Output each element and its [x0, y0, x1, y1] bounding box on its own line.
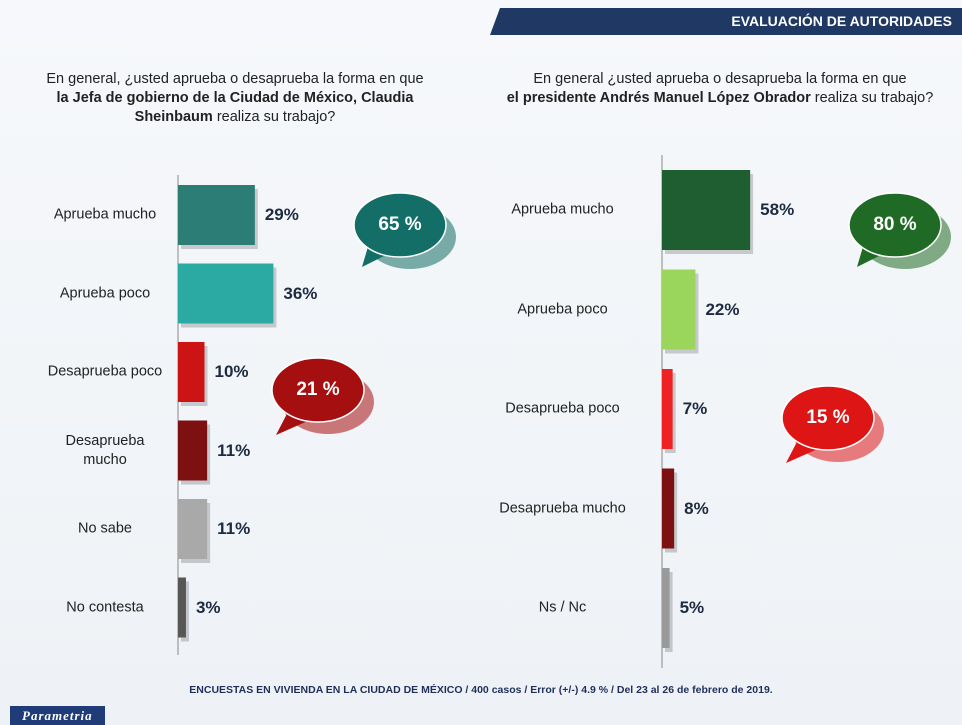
category-label: Aprueba mucho	[511, 201, 614, 218]
callout-tail	[786, 436, 820, 463]
value-label: 10%	[214, 362, 249, 381]
callout	[353, 192, 447, 258]
value-label: 29%	[264, 205, 299, 224]
bar	[178, 342, 205, 402]
value-label: 5%	[679, 598, 705, 617]
bar	[662, 568, 670, 648]
value-label: 58%	[760, 200, 795, 219]
bar	[178, 577, 186, 638]
bar	[662, 369, 673, 449]
category-label: Desaprueba poco	[505, 400, 620, 417]
bar	[662, 170, 751, 250]
chart-title: En general ¿usted aprueba o desaprueba l…	[485, 70, 955, 108]
category-label: Desaprueba mucho	[65, 432, 145, 468]
category-label: Aprueba poco	[517, 301, 608, 317]
bar	[662, 468, 675, 549]
category-label: Ns / Nc	[538, 599, 587, 616]
title-part: realiza su trabajo?	[216, 109, 336, 125]
value-label: 3%	[195, 597, 221, 617]
value-label: 11%	[217, 519, 251, 538]
title-part: En general, ¿usted aprueba o desaprueba …	[46, 71, 424, 87]
value-label: 22%	[705, 299, 740, 319]
bar	[178, 185, 255, 245]
value-label: 36%	[283, 283, 318, 303]
callout	[781, 385, 875, 451]
callout-tail	[276, 408, 310, 435]
category-label: Desaprueba poco	[47, 363, 163, 380]
bar	[662, 269, 696, 350]
brand: Parametria	[10, 706, 105, 725]
bar	[178, 420, 208, 481]
callout	[271, 357, 365, 423]
callout-label: 65 %	[378, 214, 422, 235]
category-label: No sabe	[77, 520, 132, 537]
title-part: realiza su trabajo?	[814, 90, 934, 106]
callout-label: 15 %	[806, 407, 850, 428]
footer: ENCUESTAS EN VIVIENDA EN LA CIUDAD DE MÉ…	[189, 684, 773, 696]
category-label: Aprueba mucho	[53, 206, 157, 223]
bar	[178, 263, 274, 324]
value-label: 8%	[684, 498, 709, 518]
header-band	[490, 8, 962, 35]
callout-label: 80 %	[873, 214, 917, 235]
callout-label: 21 %	[296, 379, 340, 400]
category-label: Desaprueba mucho	[499, 500, 626, 516]
callout	[848, 192, 942, 258]
category-label: Aprueba poco	[59, 285, 151, 301]
value-label: 7%	[682, 399, 708, 418]
title-part: la Jefa de gobierno de la Ciudad de Méxi…	[56, 90, 414, 125]
title-part: el presidente Andrés Manuel López Obrado…	[506, 90, 811, 106]
bar	[178, 499, 208, 559]
title-part: En general ¿usted aprueba o desaprueba l…	[533, 71, 907, 87]
value-label: 11%	[217, 440, 251, 460]
chart-title: En general, ¿usted aprueba o desaprueba …	[20, 70, 450, 127]
header: EVALUACIÓN DE AUTORIDADES	[731, 13, 952, 29]
category-label: No contesta	[66, 599, 144, 615]
